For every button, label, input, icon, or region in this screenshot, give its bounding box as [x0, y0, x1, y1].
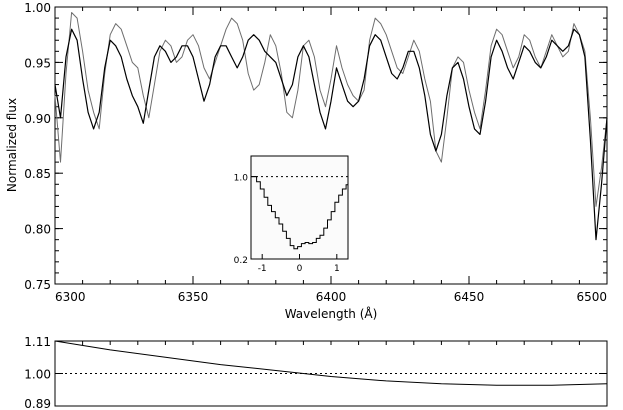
main-axis-ticks	[54, 6, 608, 285]
main-series-line-0	[54, 12, 608, 207]
main-x-tick-label: 6300	[55, 290, 86, 304]
inset-series-group	[252, 176, 348, 250]
main-y-tick-label: 1.00	[24, 1, 51, 15]
bottom-series-line-0	[54, 340, 608, 386]
inset-panel: 0.2 1.0 -1 0 1	[234, 155, 349, 274]
main-series-group	[54, 12, 608, 241]
bottom-y-tick-label: 1.00	[24, 368, 51, 382]
main-y-tick-label: 0.90	[24, 112, 51, 126]
inset-y-tick-label: 0.2	[234, 256, 248, 266]
bottom-series-group	[54, 340, 608, 386]
bottom-y-tick-label: 0.89	[24, 397, 51, 410]
x-axis-label: Wavelength (Å)	[285, 306, 378, 321]
main-y-tick-labels: 0.75 0.80 0.85 0.90 0.95 1.00	[24, 1, 51, 292]
bottom-y-tick-label: 1.11	[24, 335, 51, 349]
inset-y-tick-label: 1.0	[234, 174, 249, 184]
inset-y-tick-labels: 0.2 1.0	[234, 174, 249, 266]
inset-x-tick-label: 1	[334, 264, 340, 274]
bottom-panel: 0.89 1.00 1.11	[24, 335, 608, 410]
main-y-tick-label: 0.75	[24, 278, 51, 292]
main-y-tick-label: 0.95	[24, 56, 51, 70]
inset-x-tick-label: 0	[297, 264, 303, 274]
main-y-tick-label: 0.85	[24, 167, 51, 181]
main-series-line-1	[54, 28, 608, 241]
y-axis-label: Normalized flux	[5, 98, 19, 192]
main-x-tick-label: 6450	[454, 290, 485, 304]
main-x-tick-labels: 6300 6350 6400 6450 6500	[55, 290, 607, 304]
inset-series-step-0	[252, 176, 348, 250]
main-x-tick-label: 6400	[316, 290, 347, 304]
inset-x-tick-label: -1	[258, 264, 267, 274]
inset-plot-frame	[250, 155, 349, 260]
main-x-tick-label: 6500	[576, 290, 607, 304]
bottom-y-tick-labels: 0.89 1.00 1.11	[24, 335, 51, 410]
main-x-tick-label: 6350	[178, 290, 209, 304]
main-panel: 0.750.800.850.900.951.00 6300 6350 6400 645…	[5, 1, 608, 321]
inset-x-tick-labels: -1 0 1	[258, 264, 340, 274]
main-y-tick-label: 0.80	[24, 223, 51, 237]
